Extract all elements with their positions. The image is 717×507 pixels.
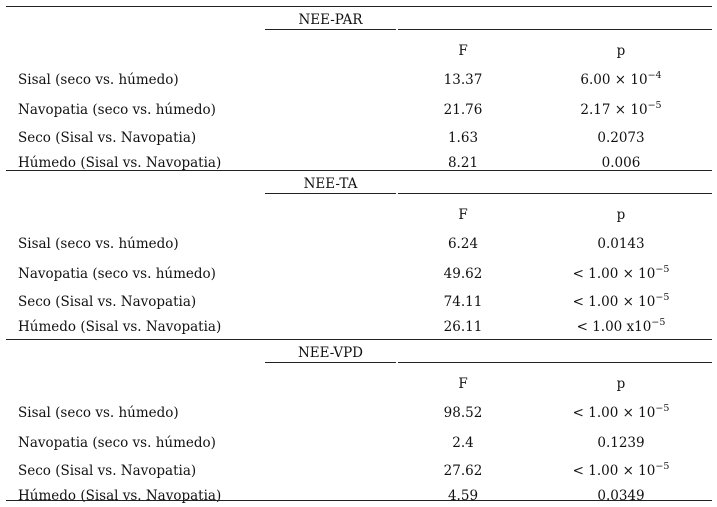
f-value: 21.76 bbox=[443, 102, 483, 118]
p-value-base: 6.00 × 10 bbox=[580, 72, 648, 88]
p-value-base: < 1.00 × 10 bbox=[572, 405, 656, 421]
p-value-exponent: −5 bbox=[655, 460, 670, 472]
section-top-rule bbox=[6, 170, 712, 171]
row-label: Navopatia (seco vs. húmedo) bbox=[18, 435, 216, 451]
p-value-exponent: −5 bbox=[655, 291, 670, 303]
p-value-exponent: −5 bbox=[647, 99, 662, 111]
section-title: NEE-PAR bbox=[298, 12, 363, 28]
row-label: Sisal (seco vs. húmedo) bbox=[18, 236, 179, 252]
title-rule bbox=[265, 193, 396, 194]
p-value-base: 0.0349 bbox=[597, 488, 645, 504]
f-value: 26.11 bbox=[443, 319, 483, 335]
section-title: NEE-TA bbox=[303, 176, 358, 192]
f-value: 49.62 bbox=[443, 266, 483, 282]
p-value-base: < 1.00 x10 bbox=[576, 319, 652, 335]
title-rule bbox=[398, 362, 712, 363]
f-value: 4.59 bbox=[447, 488, 479, 504]
p-value-base: 2.17 × 10 bbox=[580, 102, 648, 118]
f-value: 13.37 bbox=[443, 72, 483, 88]
f-value: 98.52 bbox=[443, 405, 483, 421]
title-rule bbox=[265, 29, 396, 30]
p-value: 0.0143 bbox=[556, 236, 686, 252]
row-label: Seco (Sisal vs. Navopatia) bbox=[18, 294, 197, 310]
f-value: 74.11 bbox=[443, 294, 483, 310]
row-label: Húmedo (Sisal vs. Navopatia) bbox=[18, 319, 222, 335]
p-value-base: 0.2073 bbox=[597, 130, 645, 146]
p-value-exponent: −5 bbox=[655, 402, 670, 414]
f-value: 1.63 bbox=[447, 130, 479, 146]
p-value: < 1.00 × 10−5 bbox=[556, 263, 686, 282]
row-label: Húmedo (Sisal vs. Navopatia) bbox=[18, 488, 222, 504]
p-value-exponent: −4 bbox=[647, 69, 662, 81]
p-value: 2.17 × 10−5 bbox=[556, 99, 686, 118]
p-value-base: < 1.00 × 10 bbox=[572, 294, 656, 310]
p-value-base: 0.0143 bbox=[597, 236, 645, 252]
column-header-f: F bbox=[458, 43, 468, 59]
row-label: Navopatia (seco vs. húmedo) bbox=[18, 266, 216, 282]
section-title: NEE-VPD bbox=[297, 345, 363, 361]
section-top-rule bbox=[6, 6, 712, 7]
row-label: Húmedo (Sisal vs. Navopatia) bbox=[18, 155, 222, 171]
p-value-base: 0.006 bbox=[601, 155, 641, 171]
title-rule bbox=[398, 29, 712, 30]
p-value-base: < 1.00 × 10 bbox=[572, 463, 656, 479]
p-value: < 1.00 × 10−5 bbox=[556, 460, 686, 479]
p-value-base: < 1.00 × 10 bbox=[572, 266, 656, 282]
p-value: 0.0349 bbox=[556, 488, 686, 504]
p-value: 0.006 bbox=[556, 155, 686, 171]
column-header-p: p bbox=[616, 376, 626, 392]
p-value-exponent: −5 bbox=[651, 316, 666, 328]
p-value: 0.2073 bbox=[556, 130, 686, 146]
p-value-base: 0.1239 bbox=[597, 435, 645, 451]
row-label: Seco (Sisal vs. Navopatia) bbox=[18, 463, 197, 479]
column-header-f: F bbox=[458, 207, 468, 223]
row-label: Navopatia (seco vs. húmedo) bbox=[18, 102, 216, 118]
p-value: 0.1239 bbox=[556, 435, 686, 451]
p-value-exponent: −5 bbox=[655, 263, 670, 275]
f-value: 2.4 bbox=[452, 435, 474, 451]
row-label: Sisal (seco vs. húmedo) bbox=[18, 405, 179, 421]
f-value: 6.24 bbox=[447, 236, 479, 252]
table-bottom-rule bbox=[6, 500, 712, 501]
f-value: 8.21 bbox=[447, 155, 479, 171]
p-value: < 1.00 × 10−5 bbox=[556, 291, 686, 310]
title-rule bbox=[265, 362, 396, 363]
section-top-rule bbox=[6, 339, 712, 340]
f-value: 27.62 bbox=[443, 463, 483, 479]
title-rule bbox=[398, 193, 712, 194]
p-value: < 1.00 × 10−5 bbox=[556, 402, 686, 421]
column-header-p: p bbox=[616, 207, 626, 223]
row-label: Sisal (seco vs. húmedo) bbox=[18, 72, 179, 88]
column-header-f: F bbox=[458, 376, 468, 392]
p-value: < 1.00 x10−5 bbox=[556, 316, 686, 335]
column-header-p: p bbox=[616, 43, 626, 59]
row-label: Seco (Sisal vs. Navopatia) bbox=[18, 130, 197, 146]
p-value: 6.00 × 10−4 bbox=[556, 69, 686, 88]
